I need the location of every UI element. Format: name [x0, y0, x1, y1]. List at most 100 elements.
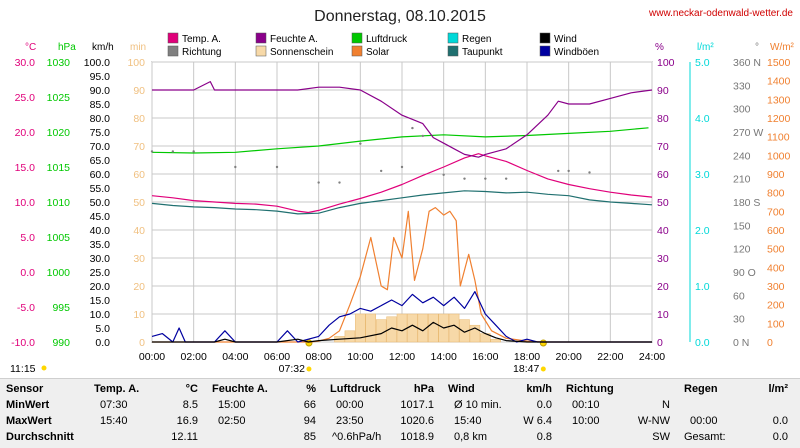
avg-temp-value: 12.11 [171, 431, 198, 443]
axis-tick-humidity: 90 [657, 85, 669, 97]
statistics-table: Sensor Temp. A. °C Feuchte A. % Luftdruc… [0, 378, 800, 448]
axis-tick-wind: 30.0 [90, 253, 111, 265]
legend-label: Temp. A. [182, 34, 221, 45]
axis-tick-wind: 55.0 [90, 183, 111, 195]
weather-chart: Donnerstag, 08.10.2015 www.neckar-odenwal… [10, 8, 795, 375]
max-direction-time: 10:00 [572, 415, 600, 427]
avg-pressure-value: 1018.9 [400, 431, 434, 443]
max-pressure-value: 1020.6 [400, 415, 434, 427]
axis-tick-temp: 20.0 [15, 127, 36, 139]
axis-tick-humidity: 20 [657, 281, 669, 293]
row-min-label: MinWert [6, 399, 50, 411]
axis-tick-wind: 50.0 [90, 197, 111, 209]
axis-tick-wind: 95.0 [90, 71, 111, 83]
sunrise-marker [305, 339, 313, 347]
x-tick-label: 14:00 [431, 351, 457, 363]
sunshine-bar [469, 324, 481, 343]
axis-tick-temp: 25.0 [15, 92, 36, 104]
axis-tick-humidity: 10 [657, 309, 669, 321]
axis-tick-temp: 0.0 [20, 267, 35, 279]
axis-tick-humidity: 40 [657, 225, 669, 237]
axis-tick-direction: 30 [733, 314, 745, 326]
axis-tick-temp: -5.0 [17, 302, 35, 314]
x-tick-label: 18:00 [514, 351, 540, 363]
direction-point [400, 165, 404, 169]
axis-tick-rain: 0.0 [695, 337, 710, 349]
axis-tick-sunshine: 60 [133, 169, 145, 181]
max-humidity-time: 02:50 [218, 415, 246, 427]
axis-tick-sunshine: 30 [133, 253, 145, 265]
axis-tick-temp: 30.0 [15, 57, 36, 69]
direction-point [588, 171, 591, 174]
axis-tick-wind: 70.0 [90, 141, 111, 153]
axis-tick-humidity: 80 [657, 113, 669, 125]
axis-tick-sunshine: 100 [127, 57, 145, 69]
axis-tick-direction: 360 N [733, 57, 761, 69]
series-line-wind [152, 321, 652, 343]
legend-label: Richtung [182, 47, 221, 58]
axis-tick-temp: 15.0 [15, 162, 36, 174]
series-wind [152, 321, 652, 343]
direction-point [150, 150, 154, 153]
col-sensor-header: Sensor [6, 383, 44, 395]
axis-tick-direction: 330 [733, 80, 751, 92]
axis-unit-sunshine: min [130, 42, 146, 53]
axis-tick-pressure: 1015 [47, 162, 71, 174]
axis-tick-solar: 500 [767, 244, 785, 256]
axis-tick-solar: 700 [767, 206, 785, 218]
min-humidity-value: 66 [303, 399, 316, 411]
daylight-sun-icon [41, 365, 47, 371]
legend-label: Solar [366, 47, 390, 58]
series-solar [152, 207, 652, 343]
series-direction [150, 126, 591, 184]
axis-tick-wind: 75.0 [90, 127, 111, 139]
sunshine-bar [407, 313, 418, 343]
min-temp-time: 07:30 [100, 399, 128, 411]
rain-total-label: Gesamt: [684, 431, 726, 443]
axis-tick-rain: 2.0 [695, 225, 710, 237]
axis-tick-direction: 210 [733, 174, 751, 186]
axis-tick-humidity: 30 [657, 253, 669, 265]
axis-tick-direction: 0 N [733, 337, 749, 349]
axis-tick-humidity: 100 [657, 57, 675, 69]
col-temp-header: Temp. A. [94, 383, 140, 395]
x-tick-label: 10:00 [347, 351, 373, 363]
axis-tick-sunshine: 70 [133, 141, 145, 153]
axis-unit-solar: W/m² [770, 42, 795, 53]
axis-tick-solar: 900 [767, 169, 785, 181]
axis-tick-rain: 5.0 [695, 57, 710, 69]
avg-humidity-value: 85 [303, 431, 316, 443]
axis-tick-pressure: 1020 [47, 127, 71, 139]
axis-tick-direction: 240 [733, 150, 751, 162]
min-humidity-time: 15:00 [218, 399, 246, 411]
axis-tick-temp: 10.0 [15, 197, 36, 209]
direction-point [317, 181, 320, 184]
axis-tick-wind: 90.0 [90, 85, 111, 97]
col-wind-unit: km/h [526, 383, 552, 395]
col-rain-header: Regen [684, 383, 718, 395]
x-tick-label: 06:00 [264, 351, 290, 363]
axis-tick-sunshine: 80 [133, 113, 145, 125]
legend-swatch [255, 45, 267, 57]
axis-tick-sunshine: 20 [133, 281, 145, 293]
axis-tick-rain: 1.0 [695, 281, 710, 293]
sunshine-bar [396, 313, 408, 343]
axis-tick-pressure: 990 [52, 337, 70, 349]
axis-tick-sunshine: 10 [133, 309, 145, 321]
x-tick-label: 12:00 [389, 351, 415, 363]
axis-tick-sunshine: 50 [133, 197, 145, 209]
direction-point [338, 181, 341, 184]
axis-tick-temp: 5.0 [20, 232, 35, 244]
min-temp-value: 8.5 [182, 399, 198, 411]
axis-tick-solar: 1100 [767, 132, 790, 144]
sunset-marker [539, 339, 547, 347]
axis-tick-wind: 100.0 [84, 57, 110, 69]
max-pressure-time: 23:50 [336, 415, 364, 427]
min-pressure-time: 00:00 [336, 399, 364, 411]
axis-tick-temp: -10.0 [11, 337, 35, 349]
sunrise-sun-icon [306, 366, 312, 372]
sunshine-bar [490, 338, 501, 343]
wind-run: 0,8 km [454, 431, 488, 443]
axis-tick-sunshine: 40 [133, 225, 145, 237]
sunshine-bar [375, 319, 387, 343]
